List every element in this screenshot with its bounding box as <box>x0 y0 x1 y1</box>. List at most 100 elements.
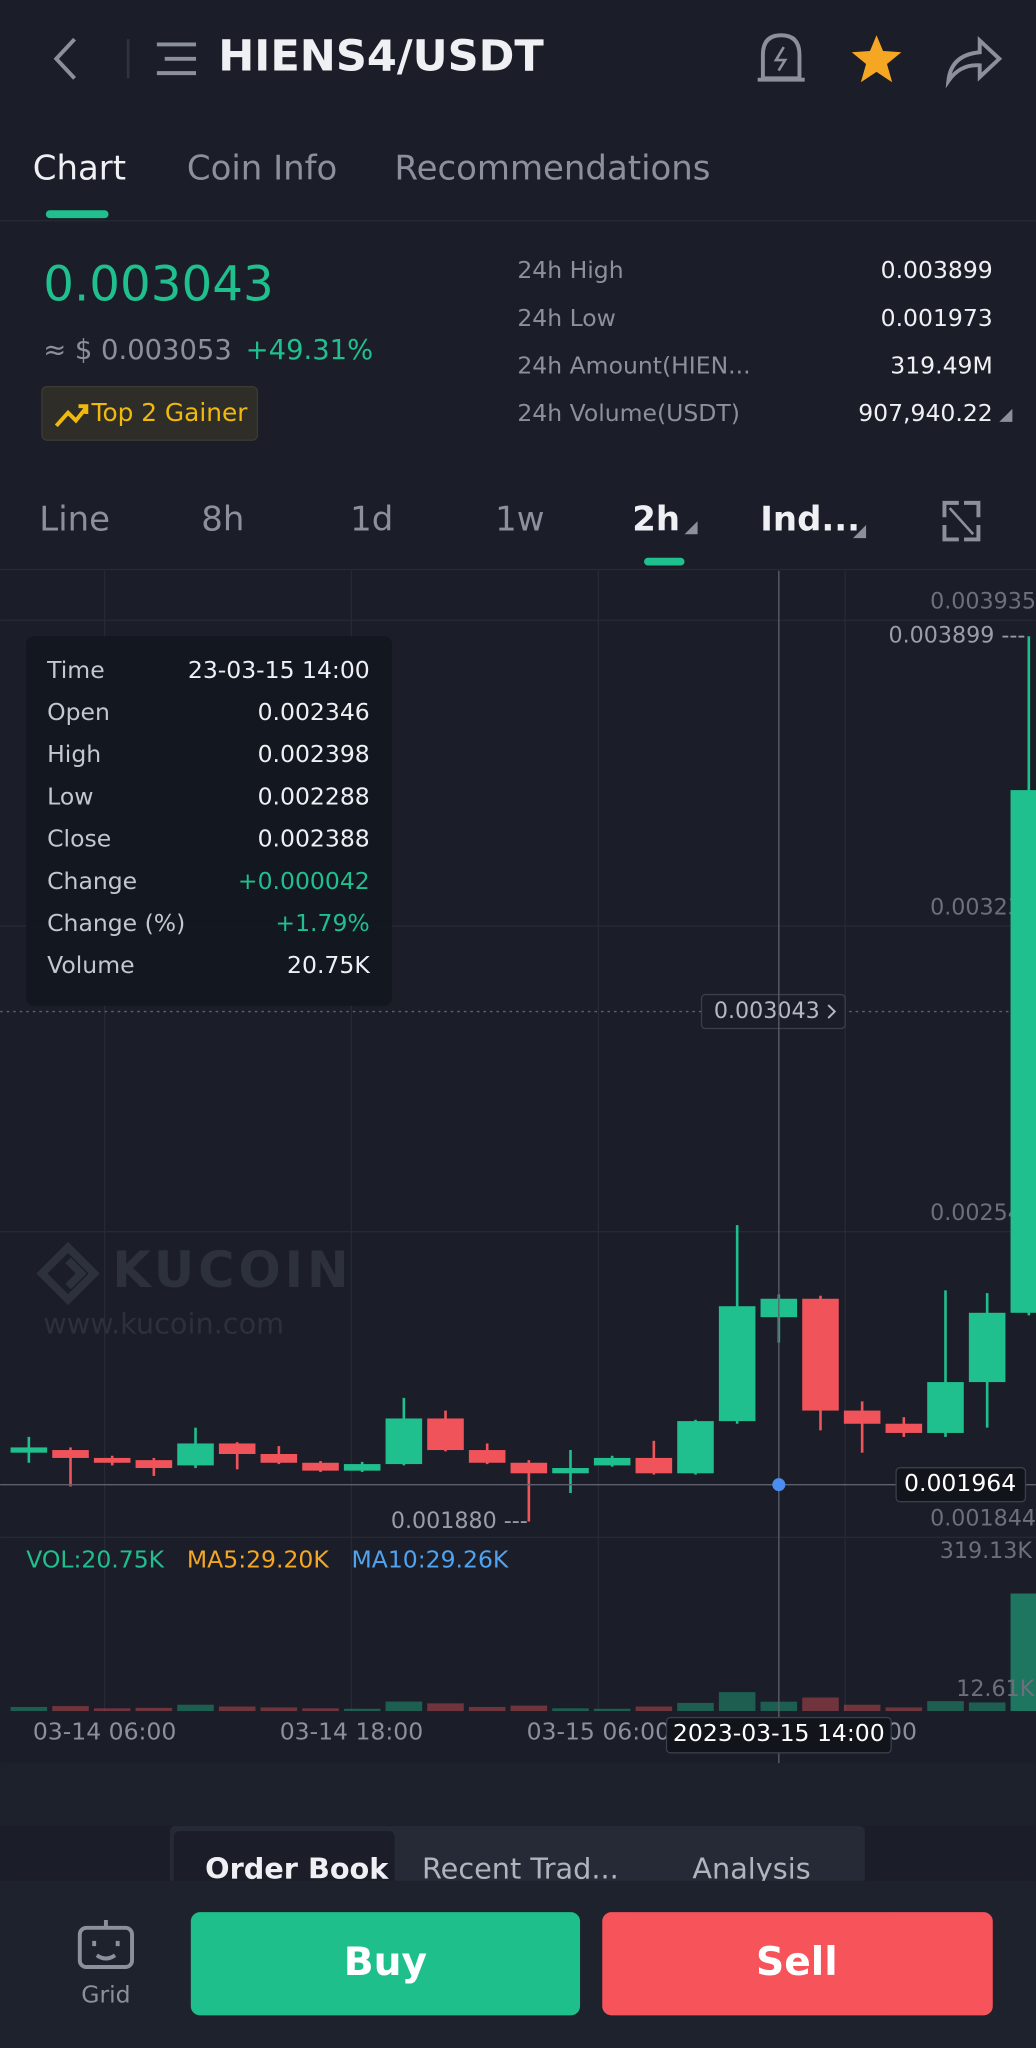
tooltip-value: 0.002288 <box>258 782 370 810</box>
volume-bar <box>802 1697 839 1712</box>
volume-bar <box>843 1704 881 1712</box>
menu-icon[interactable] <box>156 42 197 76</box>
volume-bar <box>635 1706 673 1712</box>
candle-body <box>135 1460 173 1469</box>
candle-body <box>802 1298 839 1411</box>
back-button[interactable] <box>53 37 77 80</box>
tooltip-label: Time <box>46 656 105 684</box>
volume-bar <box>593 1708 631 1712</box>
y-tick-label: 0.001844 <box>930 1506 1036 1532</box>
interval[interactable]: Line <box>39 500 110 540</box>
stat-label: 24h Amount(HIEN... <box>517 352 750 380</box>
grid-icon[interactable] <box>77 1919 134 1969</box>
price-plot: 0.0039350.0032380.0025410.001844319.13K1… <box>0 570 1036 1764</box>
last-price-label[interactable]: 0.003043 <box>714 998 820 1024</box>
tab[interactable]: Chart <box>33 148 126 188</box>
candle-body <box>635 1457 673 1474</box>
candle-body <box>677 1421 714 1474</box>
stat-value: 907,940.22 <box>858 399 993 427</box>
tooltip-value: 23-03-15 14:00 <box>188 656 370 684</box>
interval[interactable]: 2h <box>632 500 680 540</box>
volume-bar <box>177 1704 214 1712</box>
candle-body <box>885 1423 923 1433</box>
volume-bar <box>468 1706 506 1712</box>
tooltip-value: +0.000042 <box>238 867 370 895</box>
favorite-star[interactable] <box>851 35 902 83</box>
stat-value: 0.003899 <box>881 256 993 284</box>
volume-bar <box>93 1708 131 1712</box>
interval[interactable]: 1w <box>495 500 544 540</box>
candle-body <box>52 1450 89 1458</box>
crosshair-dot <box>772 1478 786 1492</box>
tooltip-label: Close <box>47 825 111 853</box>
tooltip-rows: Time 23-03-15 14:00 Open 0.002346 High 0.0023… <box>46 656 370 979</box>
bottom-tab[interactable]: Recent Trad... <box>422 1851 619 1885</box>
candle-body <box>427 1418 464 1451</box>
volume-tick-label: 12.61K <box>956 1676 1036 1702</box>
fullscreen-icon[interactable] <box>942 500 981 542</box>
bottom-tab[interactable]: Analysis <box>692 1851 810 1885</box>
x-tick-label: 03-14 18:00 <box>280 1718 423 1746</box>
volume-legend: VOL:20.75K <box>26 1545 164 1573</box>
candle-body <box>510 1462 548 1474</box>
tooltip-label: Change (%) <box>47 909 185 937</box>
volume-tick-label: 319.13K <box>940 1538 1034 1564</box>
volume-bar <box>1010 1593 1036 1712</box>
volume-bar <box>218 1706 256 1712</box>
x-tick-label: 03-14 06:00 <box>33 1718 176 1746</box>
candle-body <box>177 1443 214 1466</box>
volume-bar <box>885 1707 923 1712</box>
last-price-box[interactable] <box>700 993 846 1030</box>
crosshair-time-box <box>665 1716 892 1754</box>
candle-body <box>260 1453 298 1463</box>
volume-bar <box>927 1701 964 1712</box>
price-change: +49.31% <box>246 335 373 366</box>
tooltip-value: 0.002398 <box>258 740 370 768</box>
usd-price: ≈ $ 0.003053 <box>43 335 232 366</box>
tooltip-label: Open <box>47 698 110 726</box>
tooltip-label: Volume <box>47 951 134 979</box>
candle-body <box>927 1382 964 1433</box>
volume-legend: MA5:29.20K <box>187 1545 329 1573</box>
stat-value: 0.001973 <box>881 304 993 332</box>
tooltip-label: Low <box>47 782 93 810</box>
stat-value: 319.49M <box>890 352 993 380</box>
badge[interactable] <box>41 385 259 441</box>
share-icon[interactable] <box>945 35 1003 89</box>
candle-body <box>10 1447 48 1453</box>
candle-body <box>385 1418 423 1465</box>
interval[interactable]: 1d <box>350 500 393 540</box>
tooltip-label: Change <box>47 867 137 895</box>
volume-bar <box>135 1707 173 1712</box>
high-marker: 0.003899 --- <box>888 623 1025 649</box>
tab[interactable]: Recommendations <box>395 148 711 188</box>
tooltip-label: High <box>47 740 101 768</box>
buy-label[interactable]: Buy <box>344 1940 427 1985</box>
interval[interactable]: Ind... <box>760 500 860 540</box>
grid-label[interactable]: Grid <box>81 1980 130 2008</box>
alert-icon[interactable] <box>757 33 805 82</box>
tooltip-value: +1.79% <box>275 909 369 937</box>
sell-button[interactable] <box>602 1912 993 2016</box>
candle-body <box>843 1410 881 1424</box>
candle-body <box>302 1462 339 1471</box>
dropdown-caret <box>999 408 1013 422</box>
stat-label: 24h High <box>517 256 623 284</box>
candle-body <box>718 1306 756 1422</box>
tab-indicator <box>45 210 109 219</box>
volume-bar <box>302 1708 339 1712</box>
sell-label[interactable]: Sell <box>756 1940 838 1985</box>
volume-bar <box>10 1706 48 1712</box>
watermark-url: www.kucoin.com <box>43 1307 284 1341</box>
interval[interactable]: 8h <box>201 500 244 540</box>
candle-body <box>968 1312 1006 1383</box>
last-price: 0.003043 <box>43 256 274 312</box>
bottom-tab[interactable]: Order Book <box>205 1851 389 1885</box>
dropdown-caret <box>684 521 698 535</box>
tab[interactable]: Coin Info <box>187 148 337 188</box>
volume-bar <box>343 1708 381 1712</box>
candle-body <box>468 1450 506 1463</box>
buy-button[interactable] <box>190 1912 581 2016</box>
volume-bar <box>677 1702 714 1712</box>
